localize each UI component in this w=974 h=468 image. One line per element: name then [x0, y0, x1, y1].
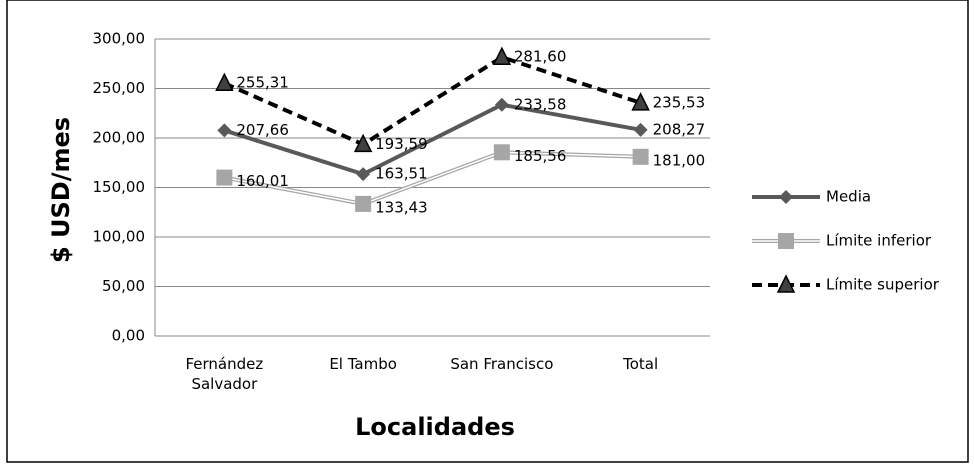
point: [631, 92, 650, 111]
data-label: 233,58: [514, 95, 567, 113]
data-label: 163,51: [375, 165, 428, 183]
x-axis-title: Localidades: [355, 413, 515, 441]
point: [778, 233, 794, 249]
x-tick-label: Fernández Salvador: [185, 355, 264, 393]
x-tick-label: El Tambo: [329, 355, 397, 373]
data-label: 160,01: [236, 172, 289, 190]
point: [217, 123, 232, 138]
data-label: 255,31: [236, 74, 289, 92]
y-tick-label: 150,00: [93, 178, 146, 196]
x-tick-label: Total: [623, 355, 659, 373]
point: [216, 169, 233, 186]
point: [779, 190, 793, 204]
data-label: 208,27: [653, 120, 706, 138]
data-label: 133,43: [375, 198, 428, 216]
data-label: 207,66: [236, 121, 289, 139]
point: [215, 72, 234, 91]
legend-label: Media: [826, 188, 871, 206]
point: [494, 97, 509, 112]
series-line: [223, 55, 642, 147]
legend-label: Límite superior: [826, 276, 940, 294]
point: [632, 148, 649, 165]
series-line-inner: [224, 151, 641, 205]
y-tick-label: 0,00: [112, 327, 145, 345]
chart-frame: [6, 0, 969, 463]
data-label: 181,00: [653, 151, 706, 169]
series-line: [223, 102, 641, 177]
point: [353, 133, 373, 153]
point: [492, 46, 512, 65]
point: [493, 144, 510, 161]
point: [355, 195, 372, 212]
y-tick-label: 200,00: [93, 129, 146, 147]
point: [356, 167, 371, 182]
y-tick-label: 100,00: [93, 228, 146, 246]
data-label: 281,60: [514, 48, 567, 66]
legend-label: Límite inferior: [826, 232, 932, 250]
data-label: 185,56: [514, 147, 567, 165]
x-tick-label: San Francisco: [450, 355, 554, 373]
point: [776, 274, 796, 293]
data-label: 193,59: [375, 135, 428, 153]
data-label: 235,53: [653, 93, 706, 111]
y-tick-label: 50,00: [102, 277, 145, 295]
y-axis-title: $ USD/mes: [47, 117, 75, 263]
y-tick-label: 250,00: [93, 79, 146, 97]
point: [633, 122, 648, 137]
y-tick-label: 300,00: [93, 30, 146, 48]
